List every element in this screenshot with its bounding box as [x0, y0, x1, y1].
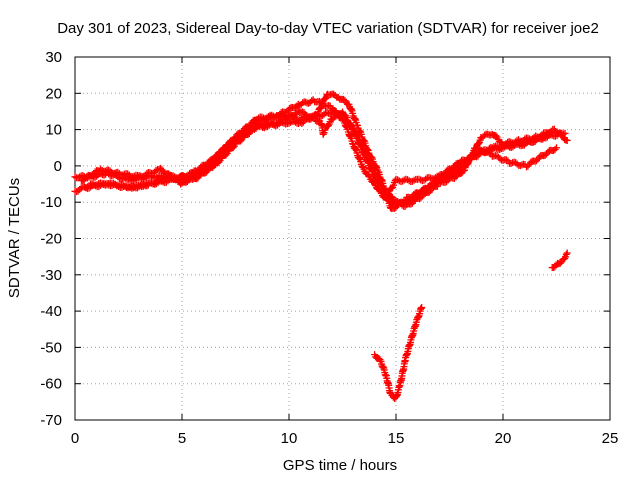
data-point-marker — [536, 133, 544, 141]
data-point-marker — [222, 151, 230, 159]
data-point-marker — [422, 175, 430, 183]
data-point-marker — [174, 175, 182, 183]
data-point-marker — [563, 249, 571, 257]
data-point-marker — [258, 113, 266, 121]
data-point-marker — [134, 181, 142, 189]
data-point-marker — [125, 171, 133, 179]
x-axis: 0 5 10 15 20 25 — [71, 57, 619, 447]
data-point-marker — [368, 154, 376, 162]
data-point-marker — [375, 178, 383, 186]
data-point-marker — [152, 166, 160, 174]
data-point-marker — [320, 110, 328, 118]
data-point-marker — [119, 171, 127, 179]
data-point-marker — [118, 183, 126, 191]
data-point-marker — [415, 175, 423, 183]
data-point-marker — [493, 152, 501, 160]
data-point-marker — [74, 187, 82, 195]
y-tick-label: -10 — [40, 194, 62, 211]
data-point-marker — [513, 160, 521, 168]
y-tick-label: -50 — [40, 339, 62, 356]
data-point-marker — [470, 148, 478, 156]
data-point-marker — [271, 120, 279, 128]
data-point-marker — [562, 250, 570, 258]
data-point-marker — [129, 173, 137, 181]
data-point-marker — [321, 95, 329, 103]
y-tick-label: -20 — [40, 231, 62, 248]
data-point-marker — [496, 155, 504, 163]
x-axis-label: GPS time / hours — [283, 457, 397, 474]
data-point-marker — [372, 162, 380, 170]
x-tick-label: 0 — [71, 430, 79, 447]
data-point-marker — [301, 116, 309, 124]
chart-title: Day 301 of 2023, Sidereal Day-to-day VTE… — [57, 20, 599, 37]
x-tick-label: 25 — [602, 430, 619, 447]
data-point-marker — [502, 156, 510, 164]
data-point-marker — [298, 120, 306, 128]
data-point-marker — [347, 120, 355, 128]
y-tick-label: -30 — [40, 267, 62, 284]
y-axis-label: SDTVAR / TECUs — [6, 178, 23, 298]
data-point-marker — [319, 130, 327, 138]
data-point-marker — [88, 171, 96, 179]
data-point-marker — [388, 184, 396, 192]
data-point-marker — [348, 124, 356, 132]
data-point-marker — [475, 140, 483, 148]
data-points — [71, 90, 571, 402]
data-point-marker — [516, 162, 524, 170]
data-point-marker — [418, 303, 426, 311]
x-tick-label: 15 — [388, 430, 405, 447]
y-tick-label: -60 — [40, 376, 62, 393]
x-tick-label: 10 — [281, 430, 298, 447]
data-point-marker — [423, 185, 431, 193]
data-point-marker — [317, 103, 325, 111]
data-point-marker — [323, 109, 331, 117]
data-point-marker — [268, 111, 276, 119]
data-point-marker — [163, 174, 171, 182]
y-tick-label: -40 — [40, 303, 62, 320]
data-point-marker — [184, 177, 192, 185]
data-point-marker — [546, 129, 554, 137]
y-axis: -70 -60 -50 -40 -30 -20 -10 0 10 20 30 — [40, 49, 610, 429]
data-point-marker — [229, 144, 237, 152]
y-tick-label: 10 — [45, 122, 62, 139]
data-point-marker — [485, 149, 493, 157]
x-tick-label: 5 — [178, 430, 186, 447]
data-point-marker — [556, 259, 564, 267]
data-point-marker — [125, 183, 132, 191]
y-tick-label: 30 — [45, 49, 62, 66]
data-point-marker — [551, 145, 559, 153]
data-point-marker — [410, 176, 418, 184]
data-point-marker — [533, 157, 541, 165]
data-point-marker — [507, 159, 515, 167]
data-point-marker — [435, 176, 443, 184]
y-tick-label: -70 — [40, 412, 62, 429]
data-point-marker — [308, 97, 316, 105]
y-tick-label: 0 — [54, 158, 62, 175]
y-tick-label: 20 — [45, 85, 62, 102]
data-point-marker — [553, 144, 560, 152]
data-point-marker — [462, 161, 470, 169]
data-point-marker — [131, 182, 139, 190]
data-point-marker — [274, 112, 282, 120]
data-point-marker — [492, 132, 500, 140]
data-point-marker — [324, 122, 332, 130]
x-tick-label: 20 — [495, 430, 512, 447]
data-point-marker — [561, 254, 569, 262]
data-point-marker — [563, 136, 571, 144]
